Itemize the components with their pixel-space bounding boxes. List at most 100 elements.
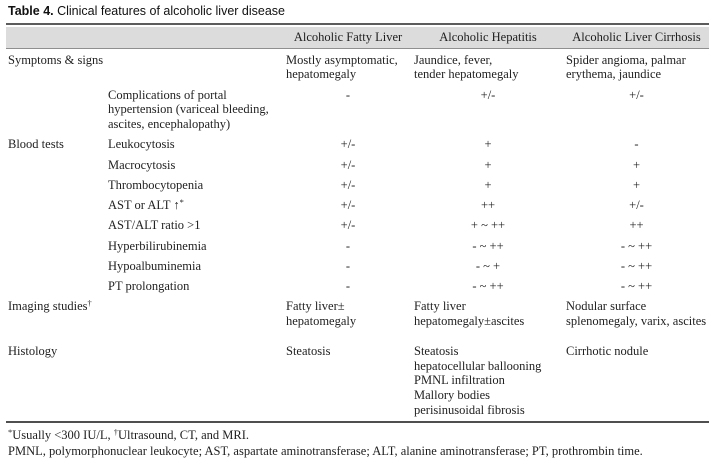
table-cell: + ~ ++ xyxy=(470,218,506,233)
table-cell: + xyxy=(484,177,492,192)
row-section-cell: Histology xyxy=(6,332,106,421)
row-item-cell: Thrombocytopenia xyxy=(106,175,284,195)
table-cell: Steatosis hepatocellular ballooning PMNL… xyxy=(414,343,542,417)
row-item-label: Macrocytosis xyxy=(108,157,176,172)
footnotes: *Usually <300 IU/L, †Ultrasound, CT, and… xyxy=(8,427,709,460)
table-cell: +/- xyxy=(340,198,356,212)
table-cell: - xyxy=(345,87,351,102)
row-item-cell: AST/ALT ratio >1 xyxy=(106,216,284,236)
table-row: Thrombocytopenia +/- + + xyxy=(6,175,709,195)
table-cell: - xyxy=(345,258,351,273)
table-cell: Cirrhotic nodule xyxy=(566,343,649,358)
table-caption-label: Table 4. xyxy=(8,4,54,18)
footnote-1: *Usually <300 IU/L, †Ultrasound, CT, and… xyxy=(8,427,709,443)
row-section-cell xyxy=(6,236,106,256)
table-cell: +/- xyxy=(340,218,356,233)
table-cell: +/- xyxy=(629,198,644,212)
row-item-label: Hypoalbuminemia xyxy=(108,258,202,273)
column-header-hepatitis: Alcoholic Hepatitis xyxy=(439,29,537,44)
row-item-cell: PT prolongation xyxy=(106,277,284,297)
row-item-label: Complications of portal hypertension (va… xyxy=(108,87,269,132)
table-row: PT prolongation - - ~ ++ - ~ ++ xyxy=(6,277,709,297)
row-section-cell xyxy=(6,155,106,175)
table-cell: +/- xyxy=(340,157,356,172)
row-section-label: Blood tests xyxy=(8,137,64,152)
row-section-cell xyxy=(6,196,106,216)
table-cell: - ~ ++ xyxy=(620,258,653,273)
table-row: Macrocytosis +/- + + xyxy=(6,155,709,175)
table-cell: ++ xyxy=(629,218,644,233)
footnote-2: PMNL, polymorphonuclear leukocyte; AST, … xyxy=(8,443,643,458)
row-section-cell: Imaging studies† xyxy=(6,297,106,332)
data-table: Alcoholic Fatty Liver Alcoholic Hepatiti… xyxy=(6,26,709,421)
row-item-cell: Hyperbilirubinemia xyxy=(106,236,284,256)
row-item-cell xyxy=(106,332,284,421)
table-cell: - xyxy=(634,137,639,152)
table-cell: +/- xyxy=(340,177,356,192)
row-item-label: PT prolongation xyxy=(108,279,190,293)
row-item-cell: Complications of portal hypertension (va… xyxy=(106,85,284,135)
header-row: Alcoholic Fatty Liver Alcoholic Hepatiti… xyxy=(6,26,709,48)
table-cell: Spider angioma, palmar erythema, jaundic… xyxy=(566,52,686,82)
footnote-asterisk-marker: * xyxy=(8,426,13,437)
row-section-cell xyxy=(6,216,106,236)
table-cell: + xyxy=(484,137,492,152)
row-item-cell xyxy=(106,297,284,332)
item-superscript: * xyxy=(179,197,184,207)
row-section-label: Imaging studies xyxy=(8,299,88,314)
table-body: Symptoms & signs Mostly asymptomatic, hep… xyxy=(6,48,709,421)
table-cell: - ~ + xyxy=(475,258,501,273)
table-cell: Fatty liver hepatomegaly±ascites xyxy=(414,299,525,328)
row-item-label: Thrombocytopenia xyxy=(108,177,204,192)
row-item-cell xyxy=(106,48,284,85)
column-header-cirrhosis: Alcoholic Liver Cirrhosis xyxy=(572,29,701,44)
row-item-cell: AST or ALT ↑* xyxy=(106,196,284,216)
table-row: AST or ALT ↑* +/- ++ +/- xyxy=(6,196,709,216)
table-row: Symptoms & signs Mostly asymptomatic, hep… xyxy=(6,48,709,85)
table-row: Complications of portal hypertension (va… xyxy=(6,85,709,135)
row-section-cell xyxy=(6,277,106,297)
row-item-label: Hyperbilirubinemia xyxy=(108,238,207,253)
table-row: Hyperbilirubinemia - - ~ ++ - ~ ++ xyxy=(6,236,709,256)
column-header-item xyxy=(106,27,284,48)
row-item-label: Leukocytosis xyxy=(108,137,175,152)
column-header-fatty-liver: Alcoholic Fatty Liver xyxy=(293,29,403,44)
table-cell: Jaundice, fever, tender hepatomegaly xyxy=(414,52,519,82)
row-section-cell: Symptoms & signs xyxy=(6,48,106,85)
table-cell: - xyxy=(345,238,351,253)
table-cell: - ~ ++ xyxy=(472,238,504,253)
table-cell: - ~ ++ xyxy=(472,279,504,293)
table-cell: Nodular surface splenomegaly, varix, asc… xyxy=(566,299,707,328)
table-cell: Fatty liver± hepatomegaly xyxy=(286,299,357,328)
table-cell: +/- xyxy=(340,137,356,152)
row-section-cell: Blood tests xyxy=(6,135,106,155)
table-cell: Mostly asymptomatic, hepatomegaly xyxy=(286,52,398,82)
row-section-cell xyxy=(6,256,106,276)
column-header-section xyxy=(6,27,106,48)
table-cell: +/- xyxy=(629,87,644,102)
table-cell: + xyxy=(632,157,641,172)
row-item-label: AST or ALT ↑ xyxy=(108,198,180,212)
row-item-cell: Macrocytosis xyxy=(106,155,284,175)
bottom-rule xyxy=(6,420,709,423)
table-header: Alcoholic Fatty Liver Alcoholic Hepatiti… xyxy=(6,26,709,48)
table-row: AST/ALT ratio >1 +/- + ~ ++ ++ xyxy=(6,216,709,236)
table-caption: Table 4. Clinical features of alcoholic … xyxy=(8,4,709,19)
table-cell: - xyxy=(345,279,351,293)
row-item-cell: Hypoalbuminemia xyxy=(106,256,284,276)
table-cell: +/- xyxy=(480,87,496,102)
footnote-1-text-b: Ultrasound, CT, and MRI. xyxy=(117,427,249,442)
row-section-cell xyxy=(6,85,106,135)
table-row: Hypoalbuminemia - - ~ + - ~ ++ xyxy=(6,256,709,276)
table-caption-text: Clinical features of alcoholic liver dis… xyxy=(53,4,285,18)
row-section-cell xyxy=(6,175,106,195)
section-superscript: † xyxy=(87,298,92,309)
top-rule xyxy=(6,22,709,25)
table-row: Blood tests Leukocytosis +/- + - xyxy=(6,135,709,155)
row-section-label: Symptoms & signs xyxy=(8,52,104,67)
footnote-1-text-a: Usually <300 IU/L, xyxy=(12,427,114,442)
footnote-dagger-marker: † xyxy=(113,426,118,437)
row-item-label: AST/ALT ratio >1 xyxy=(108,218,201,233)
table-cell: - ~ ++ xyxy=(620,279,653,293)
